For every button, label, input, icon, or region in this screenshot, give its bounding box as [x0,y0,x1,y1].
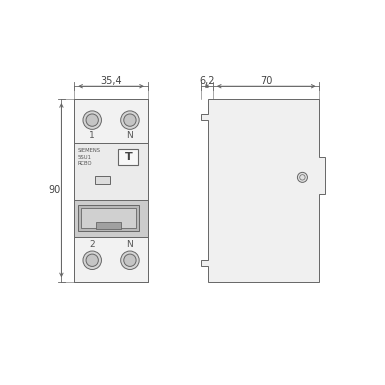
Circle shape [121,111,139,129]
Bar [74,143,148,237]
Polygon shape [201,99,325,282]
Text: 35,4: 35,4 [100,76,122,86]
Circle shape [121,251,139,270]
Bar [79,205,139,231]
Text: N: N [127,131,133,140]
Circle shape [86,114,99,126]
Text: SIEMENS: SIEMENS [78,149,101,153]
Bar [74,99,148,282]
Circle shape [124,114,136,126]
Text: 70: 70 [260,76,273,86]
Circle shape [86,254,99,266]
Bar [74,237,148,282]
Text: 5SU1: 5SU1 [78,155,92,159]
Bar [95,176,110,184]
Bar [74,200,148,237]
Text: 90: 90 [49,185,60,195]
Circle shape [124,254,136,266]
Text: T: T [124,152,132,162]
Text: N: N [127,240,133,249]
Circle shape [83,111,102,129]
Text: RCBO: RCBO [78,161,92,166]
Circle shape [298,172,307,182]
Circle shape [83,251,102,270]
Text: 2: 2 [89,240,95,249]
Text: 1: 1 [89,131,95,140]
Bar [74,99,148,143]
Bar [82,208,136,228]
Text: 6,2: 6,2 [199,76,215,86]
Bar [119,149,139,165]
Bar [96,222,121,229]
